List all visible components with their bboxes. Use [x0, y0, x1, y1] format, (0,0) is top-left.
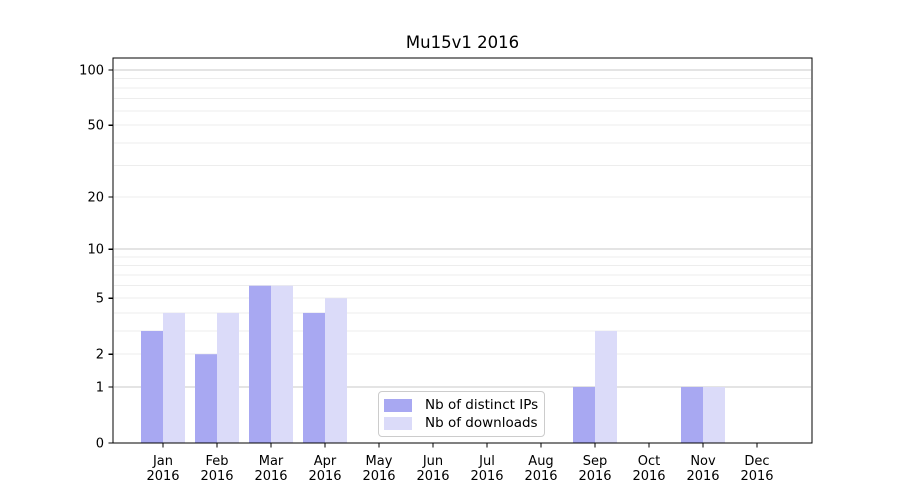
y-tick-label: 5 [96, 292, 104, 307]
y-tick-label: 2 [96, 348, 104, 363]
legend: Nb of distinct IPs Nb of downloads [378, 391, 545, 437]
bar [195, 354, 217, 443]
x-tick-label-month: Apr [314, 454, 337, 469]
legend-swatch-downloads [384, 416, 412, 430]
bar [325, 298, 347, 443]
y-tick-label: 0 [96, 437, 104, 452]
bar [163, 312, 185, 443]
chart-title: Mu15v1 2016 [405, 33, 520, 52]
bar [141, 330, 163, 443]
x-tick-label-year: 2016 [308, 469, 341, 484]
x-tick-label-year: 2016 [686, 469, 719, 484]
x-tick-label-year: 2016 [362, 469, 395, 484]
bar [271, 285, 293, 443]
bar [303, 312, 325, 443]
legend-entry-downloads: Nb of downloads [384, 414, 538, 432]
x-tick-label-year: 2016 [416, 469, 449, 484]
x-tick-label-month: Oct [638, 454, 660, 469]
x-tick-label-month: Sep [583, 454, 608, 469]
x-tick-label-month: Feb [205, 454, 228, 469]
x-tick-label-month: Jan [152, 454, 173, 469]
bar [681, 386, 703, 443]
x-tick-label-month: Dec [744, 454, 769, 469]
y-tick-label: 100 [79, 63, 104, 78]
x-tick-label-year: 2016 [146, 469, 179, 484]
x-tick-label-month: Aug [528, 454, 553, 469]
bar [217, 312, 239, 443]
legend-label-distinct-ips: Nb of distinct IPs [425, 397, 539, 413]
bar [249, 285, 271, 443]
bar [595, 330, 617, 443]
x-tick-label-year: 2016 [740, 469, 773, 484]
x-tick-label-year: 2016 [254, 469, 287, 484]
x-tick-label-year: 2016 [578, 469, 611, 484]
x-tick-label-year: 2016 [470, 469, 503, 484]
x-tick-label-month: Nov [690, 454, 716, 469]
x-tick-label-year: 2016 [632, 469, 665, 484]
x-tick-label-year: 2016 [200, 469, 233, 484]
plot-border [112, 57, 813, 444]
y-tick-label: 20 [87, 190, 104, 205]
x-tick-label-month: Jun [422, 454, 443, 469]
legend-swatch-distinct-ips [384, 398, 412, 412]
x-tick-label-month: May [366, 454, 393, 469]
y-tick-label: 50 [87, 119, 104, 134]
x-tick-label-month: Mar [259, 454, 284, 469]
x-tick-label-month: Jul [478, 454, 495, 469]
bar [573, 386, 595, 443]
y-tick-label: 10 [87, 243, 104, 258]
legend-entry-distinct-ips: Nb of distinct IPs [384, 396, 539, 414]
legend-label-downloads: Nb of downloads [425, 415, 538, 431]
y-tick-label: 1 [96, 380, 104, 395]
x-tick-label-year: 2016 [524, 469, 557, 484]
bar [703, 386, 725, 443]
